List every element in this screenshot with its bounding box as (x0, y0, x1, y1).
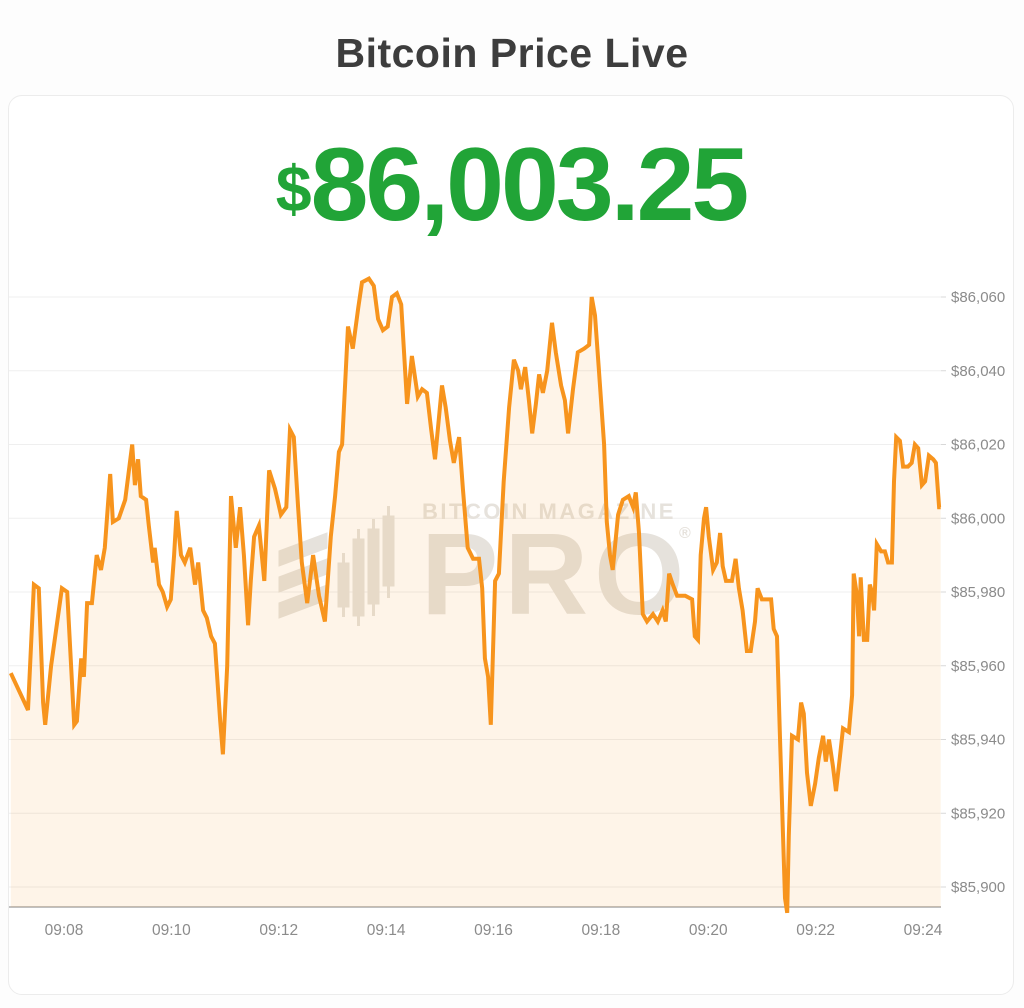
chart-card: $86,003.25 BI (8, 95, 1014, 995)
watermark-candles-icon (337, 506, 395, 626)
live-price: $86,003.25 (9, 120, 1013, 266)
page-title: Bitcoin Price Live (335, 30, 689, 76)
price-area-fill (10, 278, 941, 913)
y-axis-label: $86,020 (951, 437, 1005, 454)
x-axis-label: 09:18 (581, 922, 620, 939)
x-axis-label: 09:20 (689, 922, 728, 939)
y-axis-label: $85,940 (951, 732, 1005, 749)
x-axis-label: 09:24 (904, 922, 943, 939)
y-axis-label: $86,060 (951, 289, 1005, 306)
x-axis-label: 09:14 (367, 922, 406, 939)
price-value: 86,003.25 (310, 127, 750, 243)
x-axis-label: 09:22 (796, 922, 835, 939)
x-axis-label: 09:08 (45, 922, 84, 939)
price-line (9, 275, 942, 914)
registered-trademark-icon: ® (679, 525, 691, 542)
area-fill-layer (10, 278, 941, 913)
y-axis-label: $86,000 (951, 510, 1005, 527)
x-axis-label: 09:10 (152, 922, 191, 939)
y-axis-label: $85,960 (951, 658, 1005, 675)
y-axis-label: $85,980 (951, 584, 1005, 601)
axis-labels-layer: $86,060 $86,040 $86,020 $86,000 $85,980 $85,9… (45, 289, 1006, 939)
price-chart-canvas[interactable]: BITCOIN MAGAZINE PRO ® $86,060$86,040$86… (9, 266, 1015, 966)
x-axis-label: 09:16 (474, 922, 513, 939)
grid-layer (9, 296, 946, 908)
y-axis-label: $86,040 (951, 363, 1005, 380)
x-axis-label: 09:12 (259, 922, 298, 939)
y-axis-label: $85,900 (951, 879, 1005, 896)
y-axis-label: $85,920 (951, 805, 1005, 822)
price-line-layer (9, 275, 942, 914)
currency-symbol: $ (275, 152, 312, 225)
